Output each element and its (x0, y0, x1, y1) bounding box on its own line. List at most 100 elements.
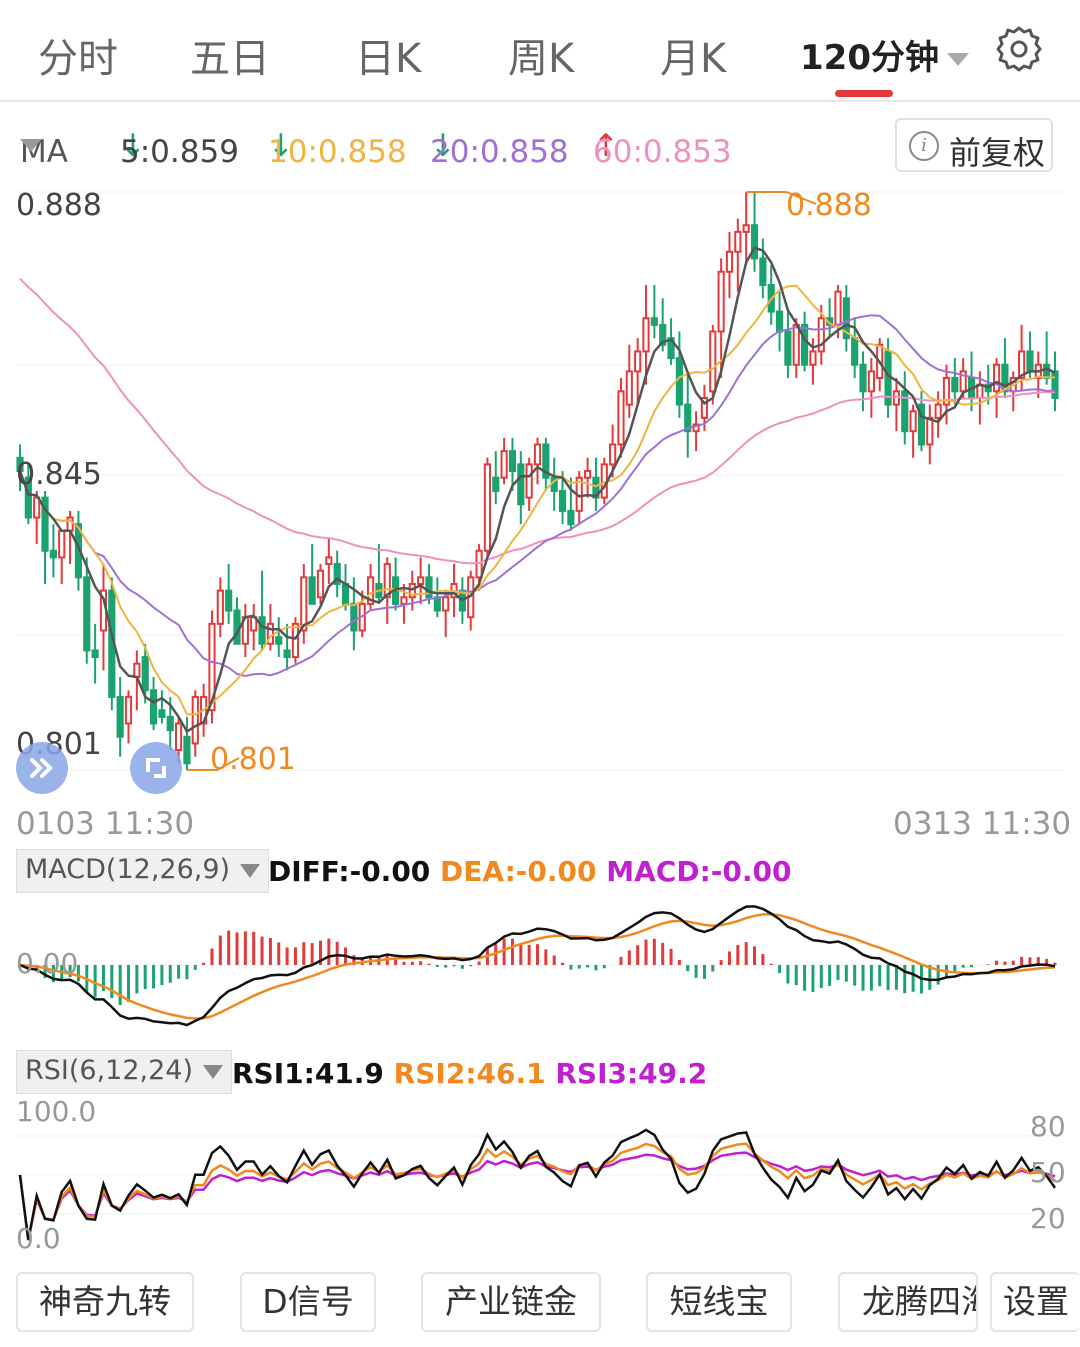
candle-body (583, 470, 592, 479)
candle-body (650, 317, 658, 326)
tab-intraday[interactable]: 分时 (38, 36, 118, 82)
tab-monthly-k[interactable]: 月K (660, 36, 727, 82)
candle-body (291, 622, 300, 659)
tab-daily-k[interactable]: 日K (355, 36, 422, 82)
candle-body (934, 403, 942, 419)
d-signal-button[interactable]: D信号 (240, 1272, 376, 1332)
ma20-line (19, 314, 1056, 678)
candle-body (617, 390, 625, 446)
short-term-button[interactable]: 短线宝 (646, 1272, 792, 1332)
candle-body (742, 224, 750, 233)
candle-body (124, 695, 133, 725)
candle-body (333, 563, 341, 585)
info-icon: i (909, 131, 939, 161)
candle-body (408, 582, 416, 599)
candle-body (508, 450, 517, 473)
diff-line (19, 905, 1056, 1027)
candle-body (684, 403, 692, 433)
ma60-line (19, 277, 1056, 565)
candle-body (642, 317, 650, 353)
macd-zero-label: 0.00 (16, 947, 79, 980)
candle-body (1043, 363, 1051, 380)
rsi-level-50: 50 (1030, 1156, 1066, 1189)
candle-body (775, 310, 784, 333)
candle-body (175, 722, 183, 752)
candle-body (325, 556, 333, 566)
candle-body (567, 509, 575, 526)
candle-body (533, 443, 542, 466)
magic-nine-button[interactable]: 神奇九转 (16, 1272, 194, 1332)
candle-body (709, 330, 717, 393)
candle-body (809, 350, 817, 366)
ma-legend: MA 5:0.859 ↓ 10:0.858 ↓ 20:0.858 ↓ 60:0.853… (0, 122, 1080, 174)
ma5-arrow-icon: ↓ (120, 128, 146, 164)
candle-body (49, 549, 57, 559)
macd-selector[interactable]: MACD(12,26,9) (16, 849, 270, 893)
candle-body (208, 622, 216, 712)
ma-selector[interactable]: MA (20, 128, 68, 170)
candle-body (366, 576, 375, 605)
candle-body (1001, 363, 1009, 393)
candle-body (717, 270, 725, 333)
candle-body (141, 656, 149, 692)
candle-body (842, 297, 850, 340)
tab-120-minute[interactable]: 120分钟 (800, 30, 969, 79)
macd-values: DIFF:-0.00 DEA:-0.00 MACD:-0.00 (268, 855, 792, 888)
rsi-values: RSI1:41.9 RSI2:46.1 RSI3:49.2 (232, 1057, 707, 1090)
forward-adjust-button[interactable]: i 前复权 (895, 118, 1053, 172)
candle-body (667, 337, 675, 360)
rsi1-value: RSI1:41.9 (232, 1057, 384, 1090)
tab-weekly-k[interactable]: 周K (508, 36, 575, 82)
macd-macd-value: MACD:-0.00 (606, 855, 792, 888)
rsi-level-20: 20 (1030, 1202, 1066, 1235)
candle-body (91, 649, 99, 659)
dragon-soar-button[interactable]: 龙腾四海 (838, 1272, 978, 1332)
candle-body (817, 317, 825, 353)
expand-button[interactable] (16, 742, 68, 794)
candlestick-chart[interactable] (0, 180, 1080, 800)
candle-body (542, 443, 550, 479)
candle-body (725, 250, 734, 273)
ma10-value: 10:0.858 ↓ (268, 128, 407, 170)
price-label-top: 0.888 (16, 188, 102, 223)
candle-body (492, 476, 500, 492)
tab-120-minute-label: 120分钟 (800, 38, 939, 78)
macd-selector-label: MACD(12,26,9) (25, 854, 231, 885)
candle-body (675, 357, 683, 406)
candle-body (801, 323, 809, 366)
industry-chain-button[interactable]: 产业链金 (421, 1272, 601, 1332)
double-chevron-right-icon (30, 758, 53, 778)
candle-body (133, 662, 141, 678)
ma10-arrow-icon: ↓ (268, 128, 294, 164)
candle-body (634, 350, 642, 373)
candle-body (400, 596, 408, 605)
fullscreen-button[interactable] (130, 742, 182, 794)
tab-five-day[interactable]: 五日 (190, 36, 270, 82)
rsi-level-80: 80 (1030, 1110, 1066, 1143)
candle-body (692, 423, 700, 433)
low-price-marker: 0.801 (210, 742, 296, 777)
gear-icon[interactable] (994, 24, 1044, 74)
candle-body (283, 649, 291, 659)
candle-body (625, 370, 633, 406)
high-leader-line (746, 191, 817, 205)
candle-body (759, 257, 767, 287)
candle-body (1018, 350, 1026, 380)
candle-body (275, 636, 283, 645)
settings-button[interactable]: 设置 (990, 1272, 1080, 1332)
candle-body (183, 735, 191, 765)
candle-body (417, 576, 425, 585)
candle-body (517, 463, 525, 506)
forward-adjust-label: 前复权 (949, 134, 1046, 172)
rsi-selector[interactable]: RSI(6,12,24) (16, 1050, 232, 1094)
ma20-value: 20:0.858 ↓ (430, 128, 569, 170)
rsi2-line (18, 1142, 1056, 1241)
candle-body (500, 450, 508, 479)
candle-body (24, 476, 32, 519)
ma60-label: 60:0.853 (593, 134, 732, 170)
rsi1-line (18, 1128, 1057, 1241)
candle-body (341, 582, 350, 605)
candle-body (58, 529, 66, 559)
candle-body (834, 290, 842, 326)
candle-body (83, 576, 91, 652)
